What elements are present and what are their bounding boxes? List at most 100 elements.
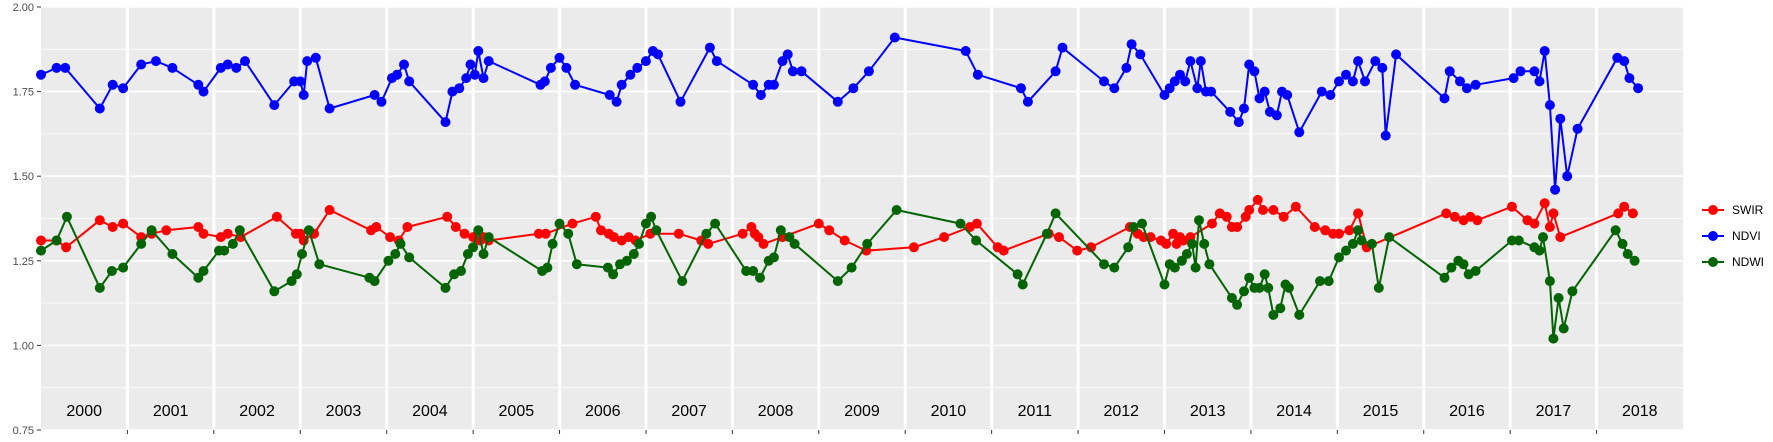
data-point-ndvi bbox=[625, 69, 636, 80]
data-point-ndwi bbox=[1323, 276, 1334, 287]
data-point-swir bbox=[385, 232, 396, 243]
data-point-swir bbox=[271, 211, 282, 222]
year-label: 2015 bbox=[1363, 403, 1399, 420]
data-point-swir bbox=[1344, 225, 1355, 236]
data-point-ndvi bbox=[310, 52, 321, 63]
data-point-ndvi bbox=[1206, 86, 1217, 97]
data-point-swir bbox=[1278, 211, 1289, 222]
data-point-ndwi bbox=[701, 228, 712, 239]
data-point-ndvi bbox=[1050, 66, 1061, 77]
data-point-swir bbox=[118, 218, 129, 229]
data-point-ndvi bbox=[1294, 127, 1305, 138]
year-label: 2006 bbox=[585, 403, 621, 420]
data-point-ndvi bbox=[1159, 90, 1170, 100]
data-point-ndvi bbox=[440, 117, 451, 128]
data-point-ndvi bbox=[889, 32, 900, 43]
data-point-ndwi bbox=[571, 259, 582, 270]
data-point-ndvi bbox=[399, 59, 409, 70]
data-point-ndvi bbox=[167, 62, 178, 73]
data-point-swir bbox=[1072, 245, 1083, 256]
data-point-ndwi bbox=[1263, 282, 1274, 293]
data-point-ndvi bbox=[118, 83, 129, 94]
y-tick-label: 1.25 bbox=[13, 256, 34, 268]
data-point-ndvi bbox=[1550, 184, 1561, 195]
data-point-ndvi bbox=[1562, 171, 1573, 182]
data-point-swir bbox=[824, 225, 835, 236]
data-point-ndwi bbox=[291, 269, 302, 280]
data-point-ndwi bbox=[1506, 235, 1517, 246]
year-label: 2005 bbox=[499, 403, 535, 420]
data-point-swir bbox=[1258, 205, 1268, 215]
data-point-ndvi bbox=[653, 49, 663, 60]
data-point-ndwi bbox=[456, 266, 466, 276]
data-point-ndwi bbox=[634, 238, 644, 249]
data-point-ndwi bbox=[1012, 269, 1023, 280]
data-point-ndvi bbox=[616, 79, 627, 90]
data-point-ndvi bbox=[269, 100, 280, 111]
data-point-ndwi bbox=[1283, 282, 1294, 293]
data-point-ndvi bbox=[1353, 56, 1364, 67]
data-point-ndvi bbox=[1185, 56, 1196, 67]
data-point-ndwi bbox=[369, 276, 380, 287]
data-point-ndwi bbox=[1123, 242, 1134, 253]
data-point-swir bbox=[939, 232, 950, 243]
data-point-ndvi bbox=[1455, 76, 1465, 87]
data-point-ndwi bbox=[390, 249, 401, 259]
data-point-ndvi bbox=[1254, 93, 1265, 104]
data-point-swir bbox=[1449, 211, 1460, 222]
data-point-ndwi bbox=[219, 245, 230, 256]
data-point-swir bbox=[1054, 232, 1064, 243]
data-point-ndwi bbox=[710, 218, 721, 229]
data-point-swir bbox=[94, 215, 105, 226]
data-point-ndvi bbox=[1624, 73, 1635, 84]
legend-label: NDVI bbox=[1732, 229, 1761, 243]
data-point-ndvi bbox=[1271, 110, 1282, 121]
data-point-ndvi bbox=[298, 90, 309, 100]
data-point-swir bbox=[1619, 201, 1630, 212]
data-point-ndwi bbox=[286, 276, 297, 287]
data-point-ndwi bbox=[1567, 286, 1578, 297]
data-point-ndwi bbox=[1617, 238, 1628, 249]
data-point-swir bbox=[1244, 205, 1255, 215]
data-point-ndwi bbox=[1356, 235, 1367, 246]
year-label: 2013 bbox=[1190, 403, 1226, 420]
data-point-ndvi bbox=[787, 66, 798, 77]
series-ndvi bbox=[36, 32, 1644, 195]
year-label: 2002 bbox=[239, 403, 275, 420]
data-point-swir bbox=[1555, 232, 1566, 243]
data-point-swir bbox=[1441, 208, 1452, 219]
data-point-swir bbox=[1161, 238, 1172, 249]
data-point-ndvi bbox=[1016, 83, 1026, 94]
data-point-ndwi bbox=[1622, 249, 1633, 259]
data-point-ndvi bbox=[782, 49, 793, 60]
y-tick-label: 0.75 bbox=[13, 425, 34, 437]
data-point-swir bbox=[596, 225, 606, 236]
data-point-ndvi bbox=[60, 62, 71, 73]
y-tick-label: 1.50 bbox=[13, 171, 34, 183]
data-point-ndwi bbox=[971, 235, 982, 246]
data-point-ndvi bbox=[755, 90, 766, 100]
data-point-swir bbox=[971, 218, 982, 229]
data-point-ndvi bbox=[1249, 66, 1260, 77]
data-point-ndwi bbox=[1254, 282, 1265, 293]
data-point-swir bbox=[36, 235, 46, 246]
year-label: 2014 bbox=[1276, 403, 1312, 420]
data-point-ndvi bbox=[848, 83, 859, 94]
data-point-ndwi bbox=[483, 232, 494, 243]
data-point-swir bbox=[1472, 215, 1483, 226]
data-point-ndwi bbox=[303, 225, 314, 236]
data-point-swir bbox=[998, 245, 1009, 256]
data-point-ndwi bbox=[1204, 259, 1215, 270]
data-point-swir bbox=[567, 218, 578, 229]
data-point-ndvi bbox=[404, 76, 415, 87]
data-point-ndvi bbox=[240, 56, 250, 67]
data-point-ndvi bbox=[324, 103, 335, 114]
data-point-ndwi bbox=[554, 218, 565, 229]
data-point-ndwi bbox=[651, 225, 662, 236]
data-point-ndvi bbox=[461, 73, 472, 84]
data-point-ndvi bbox=[1164, 83, 1175, 94]
data-point-ndvi bbox=[545, 62, 556, 73]
data-point-ndvi bbox=[295, 76, 306, 87]
data-point-ndvi bbox=[1555, 113, 1566, 124]
data-point-ndwi bbox=[136, 238, 147, 249]
